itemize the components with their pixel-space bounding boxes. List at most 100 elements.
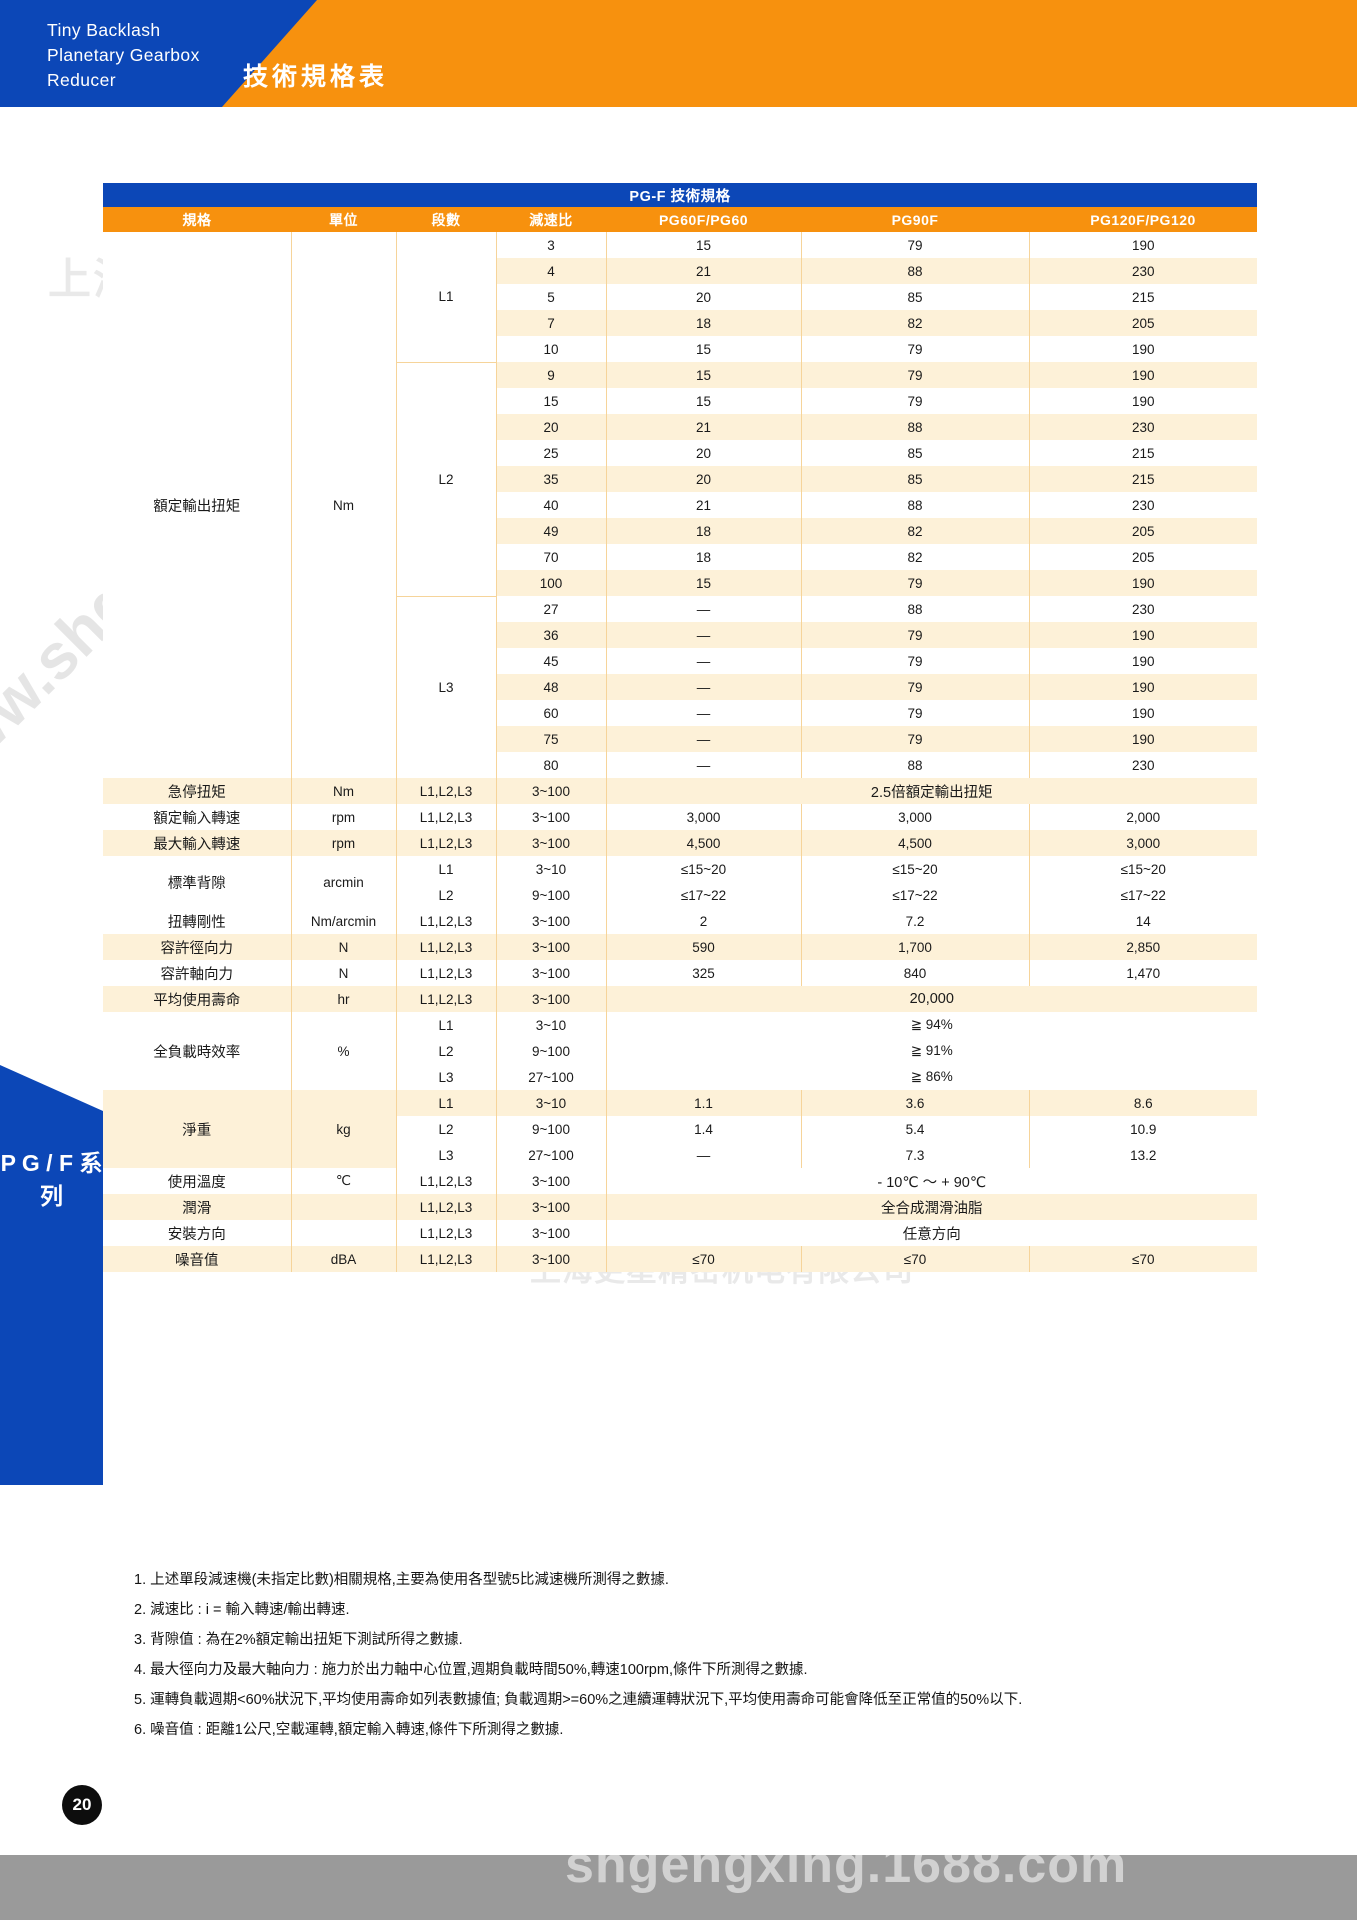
table-row: 淨重 kg L1 3~10 1.1 3.6 8.6 bbox=[103, 1090, 1257, 1168]
table-row: 35 20 85 215 bbox=[103, 466, 1257, 492]
spec-label-2: 最大輸入轉速 bbox=[103, 830, 292, 856]
pg120-value-cell: 215 bbox=[1029, 466, 1257, 492]
watermark-footer-site: shgengxing.1688.com bbox=[565, 1836, 1128, 1894]
pg120-value-cell: 14 bbox=[1029, 908, 1257, 934]
table-row: 49 18 82 205 bbox=[103, 518, 1257, 544]
unit-cell: arcmin bbox=[291, 856, 397, 908]
ratio-cell: 3~100 bbox=[496, 986, 607, 1012]
ratio-cell: 27~100 bbox=[496, 1142, 607, 1168]
ratio-cell: 40 bbox=[496, 492, 607, 518]
ratio-cell: 49 bbox=[496, 518, 607, 544]
spec-label-5: 容許徑向力 bbox=[103, 934, 292, 960]
ratio-cell: 15 bbox=[496, 388, 607, 414]
pg120-value-cell: 1,470 bbox=[1029, 960, 1257, 986]
unit-cell: Nm bbox=[291, 232, 397, 778]
pg60-value-cell: 1.4 bbox=[606, 1116, 802, 1142]
pg90-value-cell: 7.2 bbox=[801, 908, 1030, 934]
stage-cell: L2 bbox=[396, 1116, 497, 1142]
table-row: 平均使用壽命 hr L1,L2,L3 3~100 20,000 bbox=[103, 986, 1257, 1012]
pg60-value-cell: 15 bbox=[606, 388, 802, 414]
spec-label-4: 扭轉剛性 bbox=[103, 908, 292, 934]
stage-cell: L1,L2,L3 bbox=[396, 1168, 497, 1194]
pg90-value-cell: 85 bbox=[801, 440, 1030, 466]
unit-cell bbox=[291, 1194, 397, 1220]
table-row: 急停扭矩 Nm L1,L2,L3 3~100 2.5倍額定輸出扭矩 bbox=[103, 778, 1257, 804]
stage-cell-L2: L2 bbox=[396, 361, 497, 596]
unit-cell: Nm bbox=[291, 778, 397, 804]
ratio-cell: 25 bbox=[496, 440, 607, 466]
series-side-tab: P G / F 系 列 bbox=[0, 1065, 103, 1485]
pg60-value-cell: 15 bbox=[606, 362, 802, 388]
stage-cell: L1,L2,L3 bbox=[396, 908, 497, 934]
footer-bar bbox=[0, 1855, 1357, 1920]
table-row: 潤滑 L1,L2,L3 3~100 全合成潤滑油脂 bbox=[103, 1194, 1257, 1220]
stage-cell: L1 bbox=[396, 856, 497, 882]
spec-label-9: 淨重 bbox=[103, 1090, 292, 1168]
specification-table-body: PG-F 技術規格 規格 單位 段數 減速比 PG60F/PG60 PG90F PG120F/… bbox=[103, 183, 1257, 1272]
pg60-value-cell: — bbox=[606, 726, 802, 752]
footnote-5: 5. 運轉負載週期<60%狀況下,平均使用壽命如列表數據值; 負載週期>=60%… bbox=[134, 1692, 1023, 1708]
unit-cell: dBA bbox=[291, 1246, 397, 1272]
ratio-cell: 3~100 bbox=[496, 1194, 607, 1220]
merged-value-cell: - 10℃ 〜 + 90℃ bbox=[606, 1168, 1257, 1194]
header-en-line3: Reducer bbox=[47, 70, 116, 90]
pg90-value-cell: 85 bbox=[801, 466, 1030, 492]
spec-label-0: 急停扭矩 bbox=[103, 778, 292, 804]
table-row: 45—79 190 bbox=[103, 648, 1257, 674]
ratio-cell: 3~100 bbox=[496, 1220, 607, 1246]
pg120-value-cell: 215 bbox=[1029, 440, 1257, 466]
ratio-cell: 10 bbox=[496, 336, 607, 362]
unit-cell: rpm bbox=[291, 804, 397, 830]
ratio-cell: 75 bbox=[496, 726, 607, 752]
pg120-value-cell: 190 bbox=[1029, 674, 1257, 700]
pg60-value-cell: 15 bbox=[606, 336, 802, 362]
unit-cell: N bbox=[291, 934, 397, 960]
table-row: 7 18 82 205 bbox=[103, 310, 1257, 336]
stage-cell: L1,L2,L3 bbox=[396, 778, 497, 804]
pg90-value-cell: 79 bbox=[801, 726, 1030, 752]
unit-cell: hr bbox=[291, 986, 397, 1012]
spec-label-13: 噪音值 bbox=[103, 1246, 292, 1272]
page-number-badge: 20 bbox=[62, 1785, 102, 1825]
ratio-cell: 48 bbox=[496, 674, 607, 700]
table-row: L3 27~100—7.3 13.2 bbox=[103, 1142, 1257, 1168]
unit-cell: ℃ bbox=[291, 1168, 397, 1194]
ratio-cell: 9~100 bbox=[496, 1038, 607, 1064]
pg120-value-cell: 230 bbox=[1029, 414, 1257, 440]
ratio-cell: 3~100 bbox=[496, 908, 607, 934]
pg90-value-cell: 79 bbox=[801, 648, 1030, 674]
pg90-value-cell: 79 bbox=[801, 700, 1030, 726]
table-row: 25 20 85 215 bbox=[103, 440, 1257, 466]
stage-cell-L1: L1 bbox=[396, 232, 497, 362]
pg120-value-cell: 190 bbox=[1029, 726, 1257, 752]
pg90-value-cell: 5.4 bbox=[801, 1116, 1030, 1142]
merged-value-cell: ≧ 91% bbox=[606, 1038, 1257, 1064]
pg120-value-cell: 8.6 bbox=[1029, 1090, 1257, 1116]
pg60-value-cell: 18 bbox=[606, 518, 802, 544]
footnote-2: 2. 減速比 : i = 輸入轉速/輸出轉速. bbox=[134, 1602, 350, 1618]
pg120-value-cell: 230 bbox=[1029, 258, 1257, 284]
spec-label-rated-torque: 額定輸出扭矩 bbox=[103, 232, 292, 778]
table-row: 噪音值 dBA L1,L2,L3 3~100 ≤70 ≤70 ≤70 bbox=[103, 1246, 1257, 1272]
ratio-cell: 35 bbox=[496, 466, 607, 492]
ratio-cell: 5 bbox=[496, 284, 607, 310]
pg120-value-cell: 230 bbox=[1029, 492, 1257, 518]
table-row: 4 21 88 230 bbox=[103, 258, 1257, 284]
footnote-1: 1. 上述單段減速機(未指定比數)相關規格,主要為使用各型號5比減速機所測得之數… bbox=[134, 1572, 669, 1588]
header-en-line2: Planetary Gearbox bbox=[47, 45, 200, 65]
spec-label-1: 額定輸入轉速 bbox=[103, 804, 292, 830]
pg60-value-cell: 15 bbox=[606, 570, 802, 596]
merged-value-cell: 2.5倍額定輸出扭矩 bbox=[606, 778, 1257, 804]
ratio-cell: 3 bbox=[496, 232, 607, 258]
pg60-value-cell: — bbox=[606, 648, 802, 674]
pg90-value-cell: 88 bbox=[801, 492, 1030, 518]
table-header-row: 規格 單位 段數 減速比 PG60F/PG60 PG90F PG120F/PG120 bbox=[103, 207, 1257, 232]
pg90-value-cell: 79 bbox=[801, 336, 1030, 362]
column-header-6: PG120F/PG120 bbox=[1029, 207, 1257, 232]
pg120-value-cell: 205 bbox=[1029, 310, 1257, 336]
header-en-line1: Tiny Backlash bbox=[47, 20, 161, 40]
pg60-value-cell: — bbox=[606, 1142, 802, 1168]
table-row: 48—79 190 bbox=[103, 674, 1257, 700]
table-row: L2 9~100 ≤17~22 ≤17~22 ≤17~22 bbox=[103, 882, 1257, 908]
ratio-cell: 3~100 bbox=[496, 934, 607, 960]
